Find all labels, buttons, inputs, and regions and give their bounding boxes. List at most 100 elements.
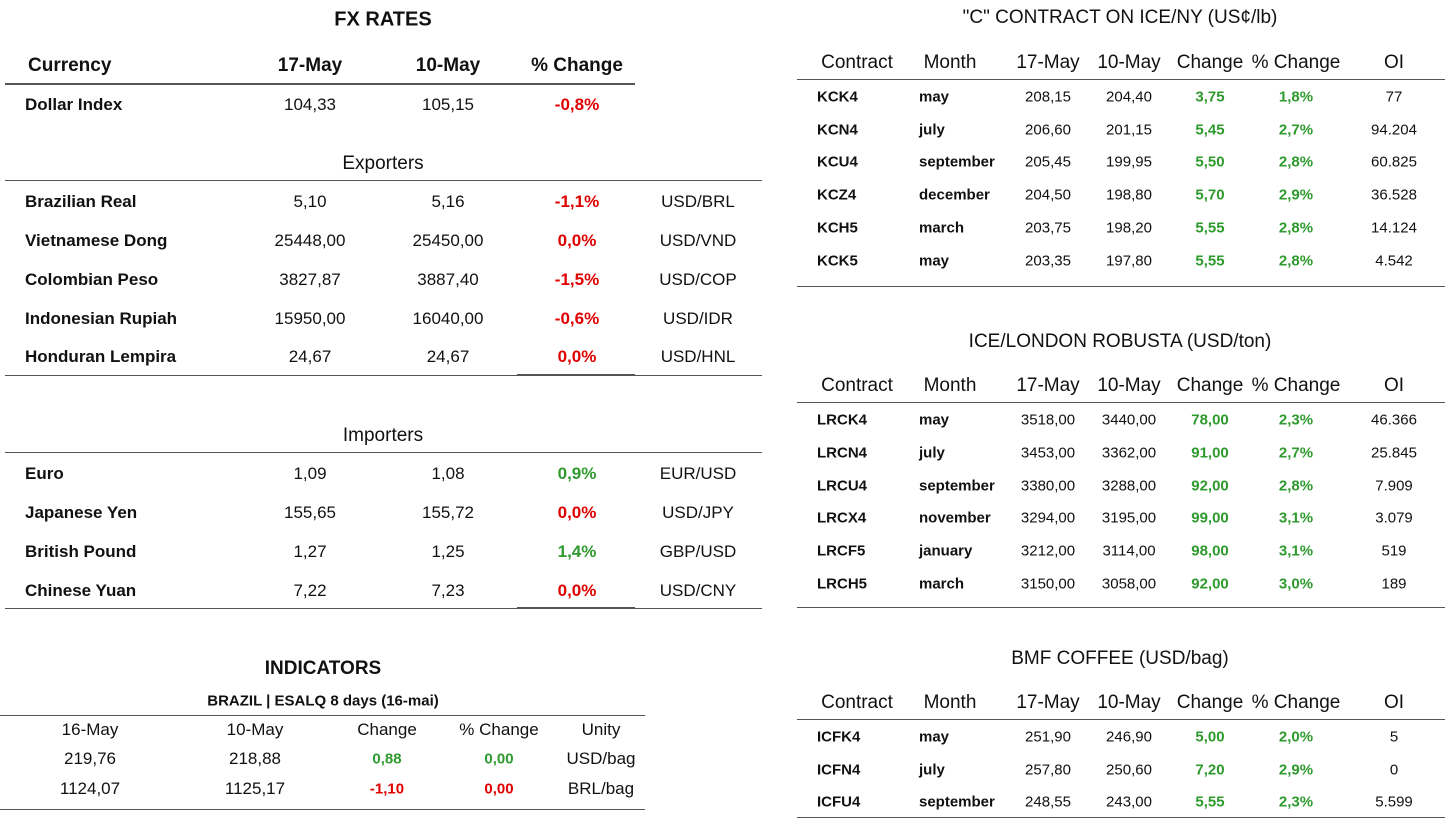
rule	[5, 608, 762, 609]
cell: 3827,87	[279, 270, 341, 289]
cell: Euro	[25, 464, 64, 483]
cell: 2,9%	[1278, 186, 1314, 204]
cell: British Pound	[25, 542, 137, 561]
column-header: Change	[357, 720, 417, 739]
cell: december	[919, 186, 990, 204]
cell: 2,7%	[1278, 121, 1314, 139]
cell: KCK4	[817, 88, 858, 106]
cell: BRL/bag	[567, 779, 635, 798]
column-header: OI	[1383, 692, 1405, 713]
cell: 98,00	[1191, 542, 1229, 560]
cell: 16040,00	[412, 309, 484, 328]
column-header: % Change	[1251, 692, 1341, 713]
cell: 3114,00	[1102, 542, 1156, 560]
cell: 199,95	[1106, 153, 1152, 171]
cell: Brazilian Real	[25, 192, 137, 211]
cell: KCU4	[817, 153, 858, 171]
cell: 104,33	[284, 95, 336, 114]
cell: 3362,00	[1101, 444, 1157, 462]
cell: 36.528	[1371, 186, 1417, 204]
cell: 0,00	[484, 780, 514, 798]
cell: may	[919, 411, 950, 429]
cell: Japanese Yen	[25, 503, 138, 522]
cell: 204,50	[1025, 186, 1071, 204]
cell: 155,65	[284, 503, 336, 522]
cell: 91,00	[1191, 444, 1229, 462]
cell: 7,22	[293, 581, 327, 600]
rule	[5, 452, 762, 453]
cell: 2,3%	[1278, 793, 1314, 811]
cell: EUR/USD	[659, 464, 737, 483]
cell: 3,75	[1195, 88, 1225, 106]
cell: 5,55	[1195, 793, 1225, 811]
cell: 3,1%	[1278, 509, 1314, 527]
cell: 3887,40	[417, 270, 479, 289]
cell: -0,6%	[554, 309, 600, 328]
cell: 0	[1389, 761, 1399, 779]
cell: 2,9%	[1278, 761, 1314, 779]
column-header: Contract	[821, 692, 893, 713]
cell: 204,40	[1106, 88, 1152, 106]
cell: 218,88	[229, 749, 281, 768]
cell: -0,8%	[554, 95, 600, 114]
cell: Indonesian Rupiah	[25, 309, 178, 328]
column-header: 10-May	[226, 720, 284, 739]
cell: 251,90	[1025, 728, 1071, 746]
cell: 3294,00	[1020, 509, 1076, 527]
cell: USD/HNL	[660, 347, 736, 366]
cell: 99,00	[1191, 509, 1229, 527]
rule	[5, 180, 762, 181]
column-header: Change	[1176, 692, 1244, 713]
column-header: Change	[1176, 375, 1244, 396]
cell: 5,16	[431, 192, 465, 211]
cell: 250,60	[1106, 761, 1152, 779]
cell: 0,0%	[557, 231, 597, 250]
cell: KCN4	[817, 121, 858, 139]
cell: 3195,00	[1101, 509, 1157, 527]
cell: 0,9%	[557, 464, 597, 483]
cell: 3150,00	[1020, 575, 1076, 593]
rule	[797, 286, 1445, 287]
cell: 198,80	[1106, 186, 1152, 204]
cell: march	[919, 575, 965, 593]
column-header: % Change	[459, 720, 539, 739]
column-header: % Change	[1251, 52, 1341, 73]
cell: 2,8%	[1278, 477, 1314, 495]
cell: september	[919, 793, 995, 811]
cell: LRCU4	[817, 477, 868, 495]
cell: july	[919, 121, 945, 139]
cell: 2,8%	[1278, 252, 1314, 270]
cell: USD/VND	[659, 231, 737, 250]
column-header: 10-May	[1097, 692, 1161, 713]
cell: 3212,00	[1020, 542, 1076, 560]
cell: 198,20	[1106, 219, 1152, 237]
cell: july	[919, 761, 945, 779]
cell: 25448,00	[274, 231, 346, 250]
cell: 46.366	[1371, 411, 1417, 429]
cell: 1,09	[293, 464, 327, 483]
cell: 205,45	[1025, 153, 1071, 171]
cell: 0,0%	[557, 581, 597, 600]
cell: 5,70	[1195, 186, 1225, 204]
cell: 1,27	[293, 542, 327, 561]
cell: 3380,00	[1020, 477, 1076, 495]
cell: 248,55	[1025, 793, 1071, 811]
cell: 15950,00	[274, 309, 346, 328]
cell: KCH5	[817, 219, 858, 237]
column-header: Contract	[821, 52, 893, 73]
cell: march	[919, 219, 965, 237]
column-header: Month	[923, 52, 977, 73]
cell: 3.079	[1375, 509, 1413, 527]
cell: USD/bag	[566, 749, 636, 768]
cell: 3058,00	[1101, 575, 1157, 593]
section-title: FX RATES	[334, 8, 432, 31]
cell: 5,55	[1195, 219, 1225, 237]
column-header: Contract	[821, 375, 893, 396]
cell: 60.825	[1371, 153, 1417, 171]
cell: Colombian Peso	[25, 270, 159, 289]
cell: 2,8%	[1278, 153, 1314, 171]
cell: 5,45	[1195, 121, 1225, 139]
cell: 203,35	[1025, 252, 1071, 270]
column-header: Currency	[28, 55, 112, 76]
